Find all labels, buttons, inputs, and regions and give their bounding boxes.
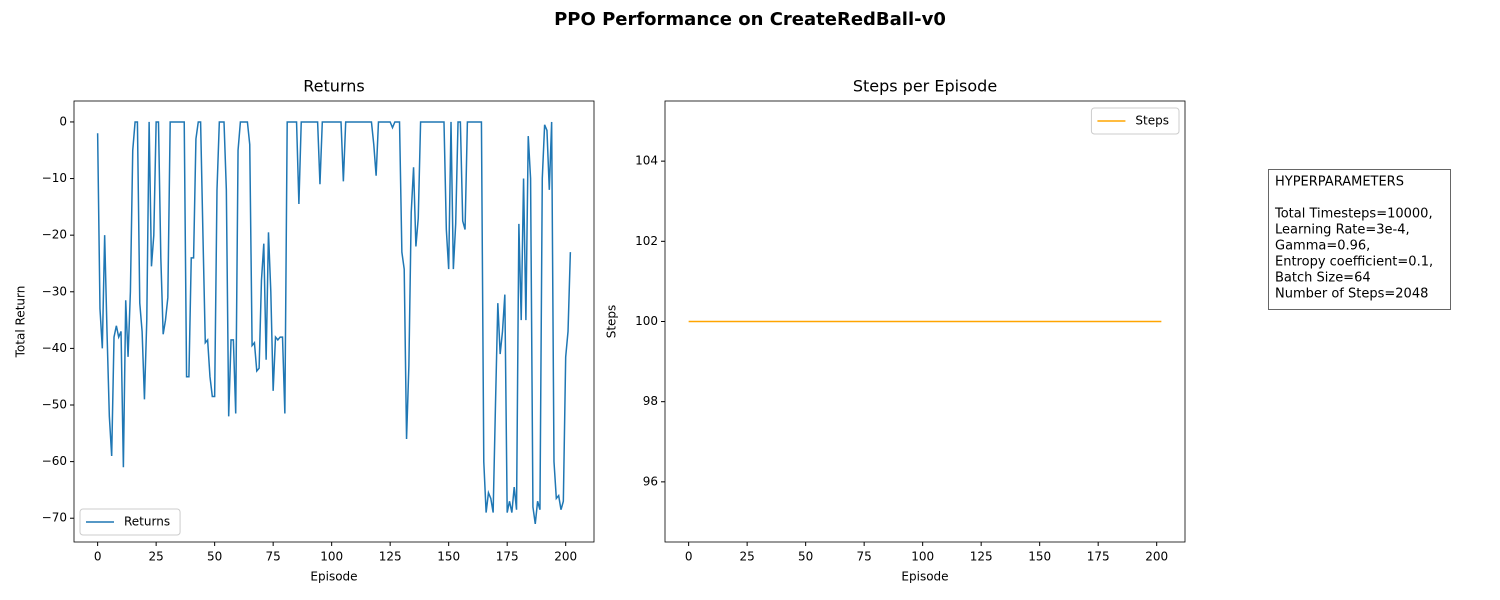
x-axis-label: Episode xyxy=(901,570,948,584)
x-tick-label: 125 xyxy=(379,550,402,564)
x-tick-label: 50 xyxy=(798,550,813,564)
chart-title: Returns xyxy=(303,77,364,96)
legend-label: Steps xyxy=(1135,114,1169,128)
y-tick-label: −40 xyxy=(42,341,67,355)
legend-box xyxy=(79,508,181,536)
y-tick-label: 0 xyxy=(59,114,67,128)
x-tick-label: 125 xyxy=(970,550,993,564)
hyperparameter-line: Number of Steps=2048 xyxy=(1275,287,1428,302)
y-tick-label: −10 xyxy=(42,171,67,185)
hyperparameter-heading: HYPERPARAMETERS xyxy=(1275,175,1404,190)
y-tick-label: 96 xyxy=(643,474,658,488)
hyperparameter-line: Total Timesteps=10000, xyxy=(1274,207,1433,222)
figure-title: PPO Performance on CreateRedBall-v0 xyxy=(554,9,946,30)
x-tick-label: 0 xyxy=(685,550,693,564)
y-axis-label: Total Return xyxy=(14,286,28,359)
series-line xyxy=(96,121,572,524)
y-tick-label: 100 xyxy=(635,314,658,328)
x-tick-label: 25 xyxy=(740,550,755,564)
x-tick-label: 200 xyxy=(554,550,577,564)
x-tick-label: 175 xyxy=(1087,550,1110,564)
plot-frame xyxy=(664,100,1186,543)
y-tick-label: 102 xyxy=(635,234,658,248)
x-tick-label: 150 xyxy=(1028,550,1051,564)
x-tick-label: 50 xyxy=(207,550,222,564)
x-tick-label: 150 xyxy=(437,550,460,564)
x-tick-label: 175 xyxy=(496,550,519,564)
y-tick-label: −70 xyxy=(42,511,67,525)
legend-box xyxy=(1090,107,1180,135)
x-tick-label: 75 xyxy=(266,550,281,564)
x-tick-label: 75 xyxy=(857,550,872,564)
hyperparameter-line: Learning Rate=3e-4, xyxy=(1275,223,1410,238)
y-tick-label: −50 xyxy=(42,398,67,412)
hyperparameter-line: Entropy coefficient=0.1, xyxy=(1275,255,1433,270)
y-tick-label: −20 xyxy=(42,228,67,242)
hyperparameter-box xyxy=(1268,169,1451,310)
legend-label: Returns xyxy=(124,515,170,529)
plot-frame xyxy=(73,100,595,543)
y-axis-label: Steps xyxy=(605,305,619,339)
y-tick-label: −30 xyxy=(42,284,67,298)
y-tick-label: 98 xyxy=(643,394,658,408)
y-tick-label: −60 xyxy=(42,454,67,468)
hyperparameter-line: Gamma=0.96, xyxy=(1275,239,1370,254)
x-tick-label: 100 xyxy=(320,550,343,564)
y-tick-label: 104 xyxy=(635,154,658,168)
x-tick-label: 200 xyxy=(1145,550,1168,564)
chart-title: Steps per Episode xyxy=(853,77,997,96)
x-tick-label: 25 xyxy=(149,550,164,564)
x-tick-label: 100 xyxy=(911,550,934,564)
x-axis-label: Episode xyxy=(310,570,357,584)
hyperparameter-line: Batch Size=64 xyxy=(1275,271,1371,286)
x-tick-label: 0 xyxy=(94,550,102,564)
